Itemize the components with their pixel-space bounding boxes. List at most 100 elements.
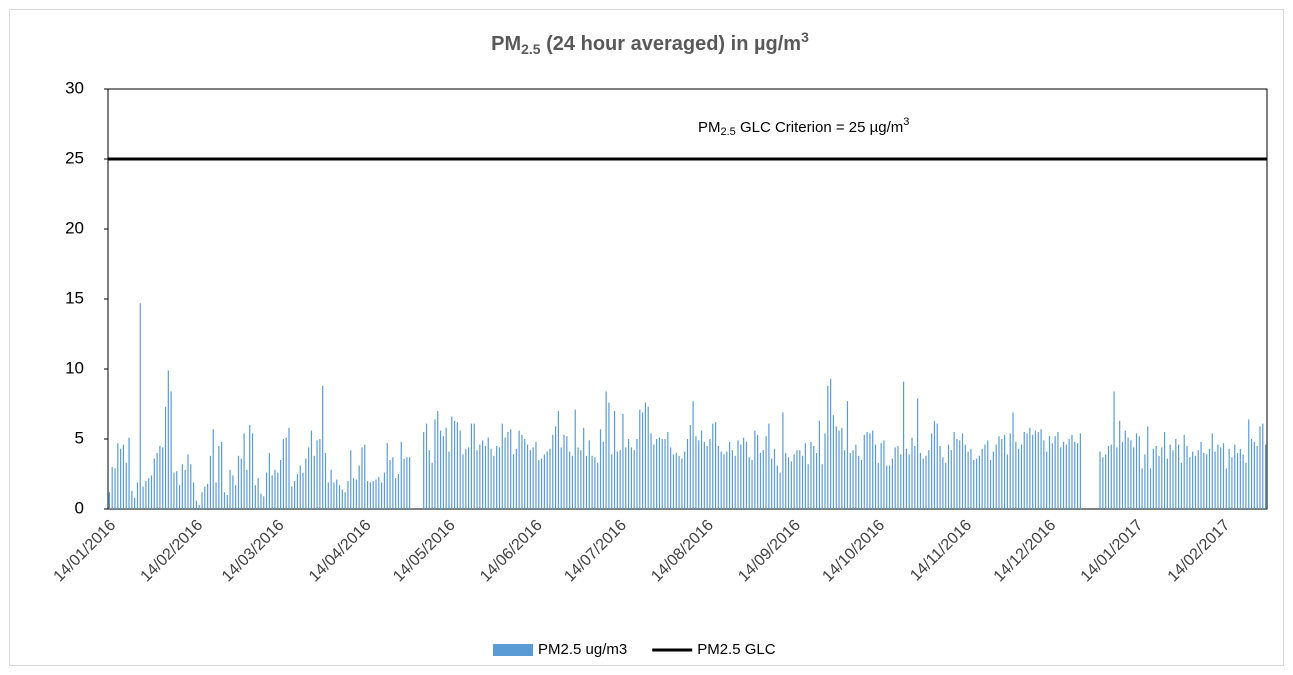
bar — [1074, 441, 1076, 509]
bar — [641, 412, 644, 509]
bar — [712, 423, 714, 509]
bar — [787, 457, 790, 509]
bar — [369, 482, 371, 509]
bar — [153, 458, 155, 509]
bar — [591, 455, 593, 509]
bar — [1060, 447, 1062, 509]
bar — [737, 440, 739, 509]
bar — [931, 433, 933, 509]
bar — [117, 443, 119, 509]
bar — [555, 426, 557, 509]
bar — [423, 432, 425, 509]
bar — [1029, 427, 1031, 509]
bar — [1046, 451, 1048, 509]
bar — [350, 450, 352, 509]
bar — [221, 441, 223, 509]
bar — [1012, 412, 1014, 509]
bar — [810, 441, 812, 509]
bar — [602, 441, 604, 509]
bar — [178, 485, 181, 509]
bar — [1133, 447, 1135, 509]
bar — [886, 465, 888, 509]
bar — [585, 455, 588, 509]
bar — [858, 455, 860, 509]
bar — [821, 464, 823, 509]
bar — [1141, 468, 1143, 509]
bar — [768, 423, 770, 509]
bar — [448, 451, 450, 509]
bar — [678, 455, 680, 509]
bar — [855, 444, 857, 509]
bar — [134, 497, 136, 509]
bar — [425, 423, 428, 509]
bar — [277, 472, 279, 509]
bar — [512, 454, 515, 509]
bar — [167, 370, 169, 509]
bar — [108, 492, 111, 509]
bar — [122, 444, 125, 509]
bar — [1242, 454, 1244, 509]
bar — [490, 448, 492, 509]
bar — [1071, 434, 1073, 509]
bar — [1262, 423, 1264, 509]
bar — [543, 454, 545, 509]
bar — [372, 481, 374, 509]
bar — [1225, 468, 1227, 509]
bar — [389, 460, 391, 509]
bar — [751, 460, 753, 509]
bar — [1065, 444, 1067, 509]
bar — [863, 434, 865, 509]
bar — [209, 455, 212, 509]
bar — [560, 447, 562, 509]
bar — [237, 455, 240, 509]
bar — [487, 437, 489, 509]
bar — [622, 413, 624, 509]
bar — [703, 441, 705, 509]
bar — [824, 433, 826, 509]
bar — [462, 454, 464, 509]
bar — [939, 446, 941, 509]
bar — [184, 469, 186, 509]
bar — [518, 430, 520, 509]
bar — [1068, 439, 1070, 509]
bar — [720, 451, 722, 509]
bar — [395, 478, 397, 509]
bar — [524, 439, 526, 509]
bar — [1217, 444, 1219, 509]
bar — [1256, 446, 1258, 509]
bar — [874, 444, 877, 509]
bar — [1152, 448, 1154, 509]
bar — [1006, 454, 1009, 509]
bar — [776, 465, 778, 509]
bar — [734, 455, 736, 509]
bar — [257, 478, 259, 509]
bar — [695, 436, 697, 509]
bar — [947, 444, 950, 509]
bar — [1231, 457, 1233, 509]
bar — [883, 440, 885, 509]
bar — [552, 434, 554, 509]
legend-label: PM2.5 ug/m3 — [538, 641, 627, 658]
bar — [195, 500, 197, 509]
bar — [1161, 447, 1163, 509]
bar — [846, 401, 849, 509]
bar — [793, 454, 795, 509]
bar — [473, 423, 475, 509]
bar — [583, 427, 585, 509]
bar — [830, 378, 832, 509]
bar — [439, 430, 442, 509]
bar — [510, 429, 512, 509]
bar — [507, 432, 509, 509]
bar — [207, 483, 209, 509]
bar — [728, 441, 731, 509]
bar — [698, 440, 700, 509]
bar — [1178, 444, 1180, 509]
bar — [894, 447, 896, 509]
bar — [232, 475, 234, 509]
title-part: (24 hour averaged) in µg/m — [541, 33, 801, 55]
bar — [1253, 441, 1255, 509]
bar — [352, 478, 355, 509]
bar — [1116, 447, 1118, 509]
y-tick-label: 5 — [75, 428, 84, 447]
bar — [860, 460, 863, 509]
